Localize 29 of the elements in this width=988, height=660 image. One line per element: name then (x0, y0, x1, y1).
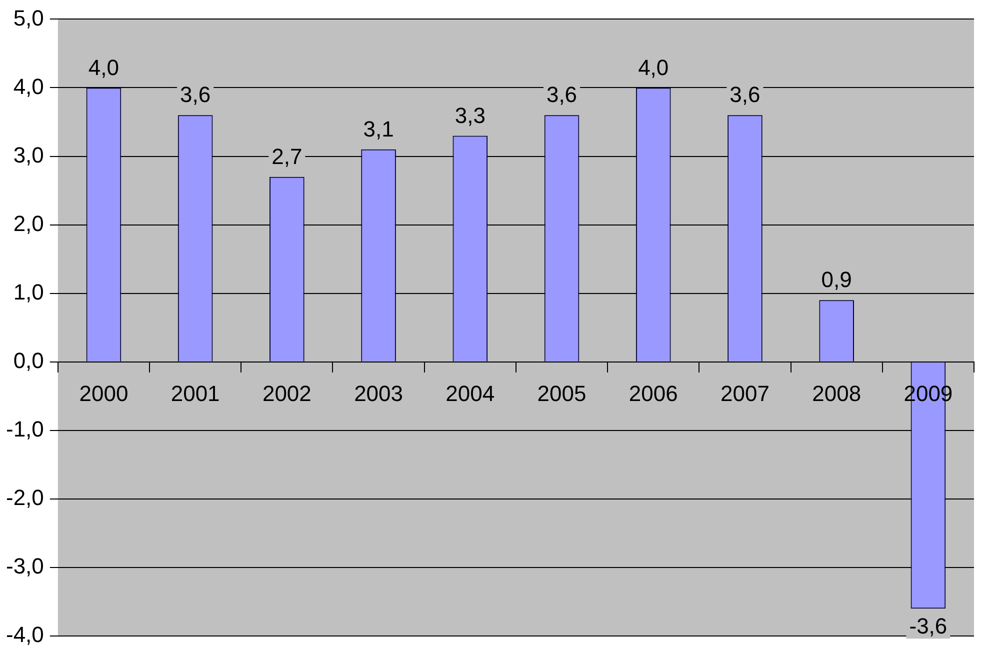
y-tick-label: -1,0 (6, 416, 44, 442)
y-tick-label: -2,0 (6, 484, 44, 510)
y-tick-label: 3,0 (13, 142, 44, 168)
data-label: -3,6 (909, 614, 948, 639)
data-label: 2,7 (272, 144, 302, 169)
data-label: 3,1 (363, 116, 394, 142)
data-label: 3,6 (546, 82, 578, 108)
data-label: 3,3 (454, 102, 486, 128)
y-tick-label: 2,0 (13, 210, 44, 236)
data-label: 4,0 (638, 54, 669, 80)
x-tick-label: 2001 (170, 380, 220, 406)
x-tick-label: 2008 (812, 380, 862, 406)
data-label: 0,9 (821, 267, 852, 292)
x-tick-label: 2003 (354, 380, 404, 406)
y-tick-label: 5,0 (13, 5, 44, 30)
x-tick-label: 2002 (262, 380, 312, 406)
y-tick-label: 1,0 (13, 279, 44, 304)
y-tick-label: 0,0 (13, 348, 44, 373)
data-label: 4,0 (88, 54, 120, 80)
data-label: 3,6 (730, 82, 760, 108)
x-tick-label: 2007 (720, 380, 770, 406)
x-tick-label: 2005 (537, 380, 586, 406)
y-tick-label: -3,0 (6, 554, 44, 579)
y-tick-label: -4,0 (6, 622, 44, 648)
x-tick-label: 2006 (628, 380, 678, 406)
y-tick-label: 4,0 (13, 74, 44, 99)
x-tick-label: 2004 (446, 380, 495, 406)
x-tick-label: 2000 (79, 380, 128, 406)
data-label: 3,6 (180, 82, 211, 108)
